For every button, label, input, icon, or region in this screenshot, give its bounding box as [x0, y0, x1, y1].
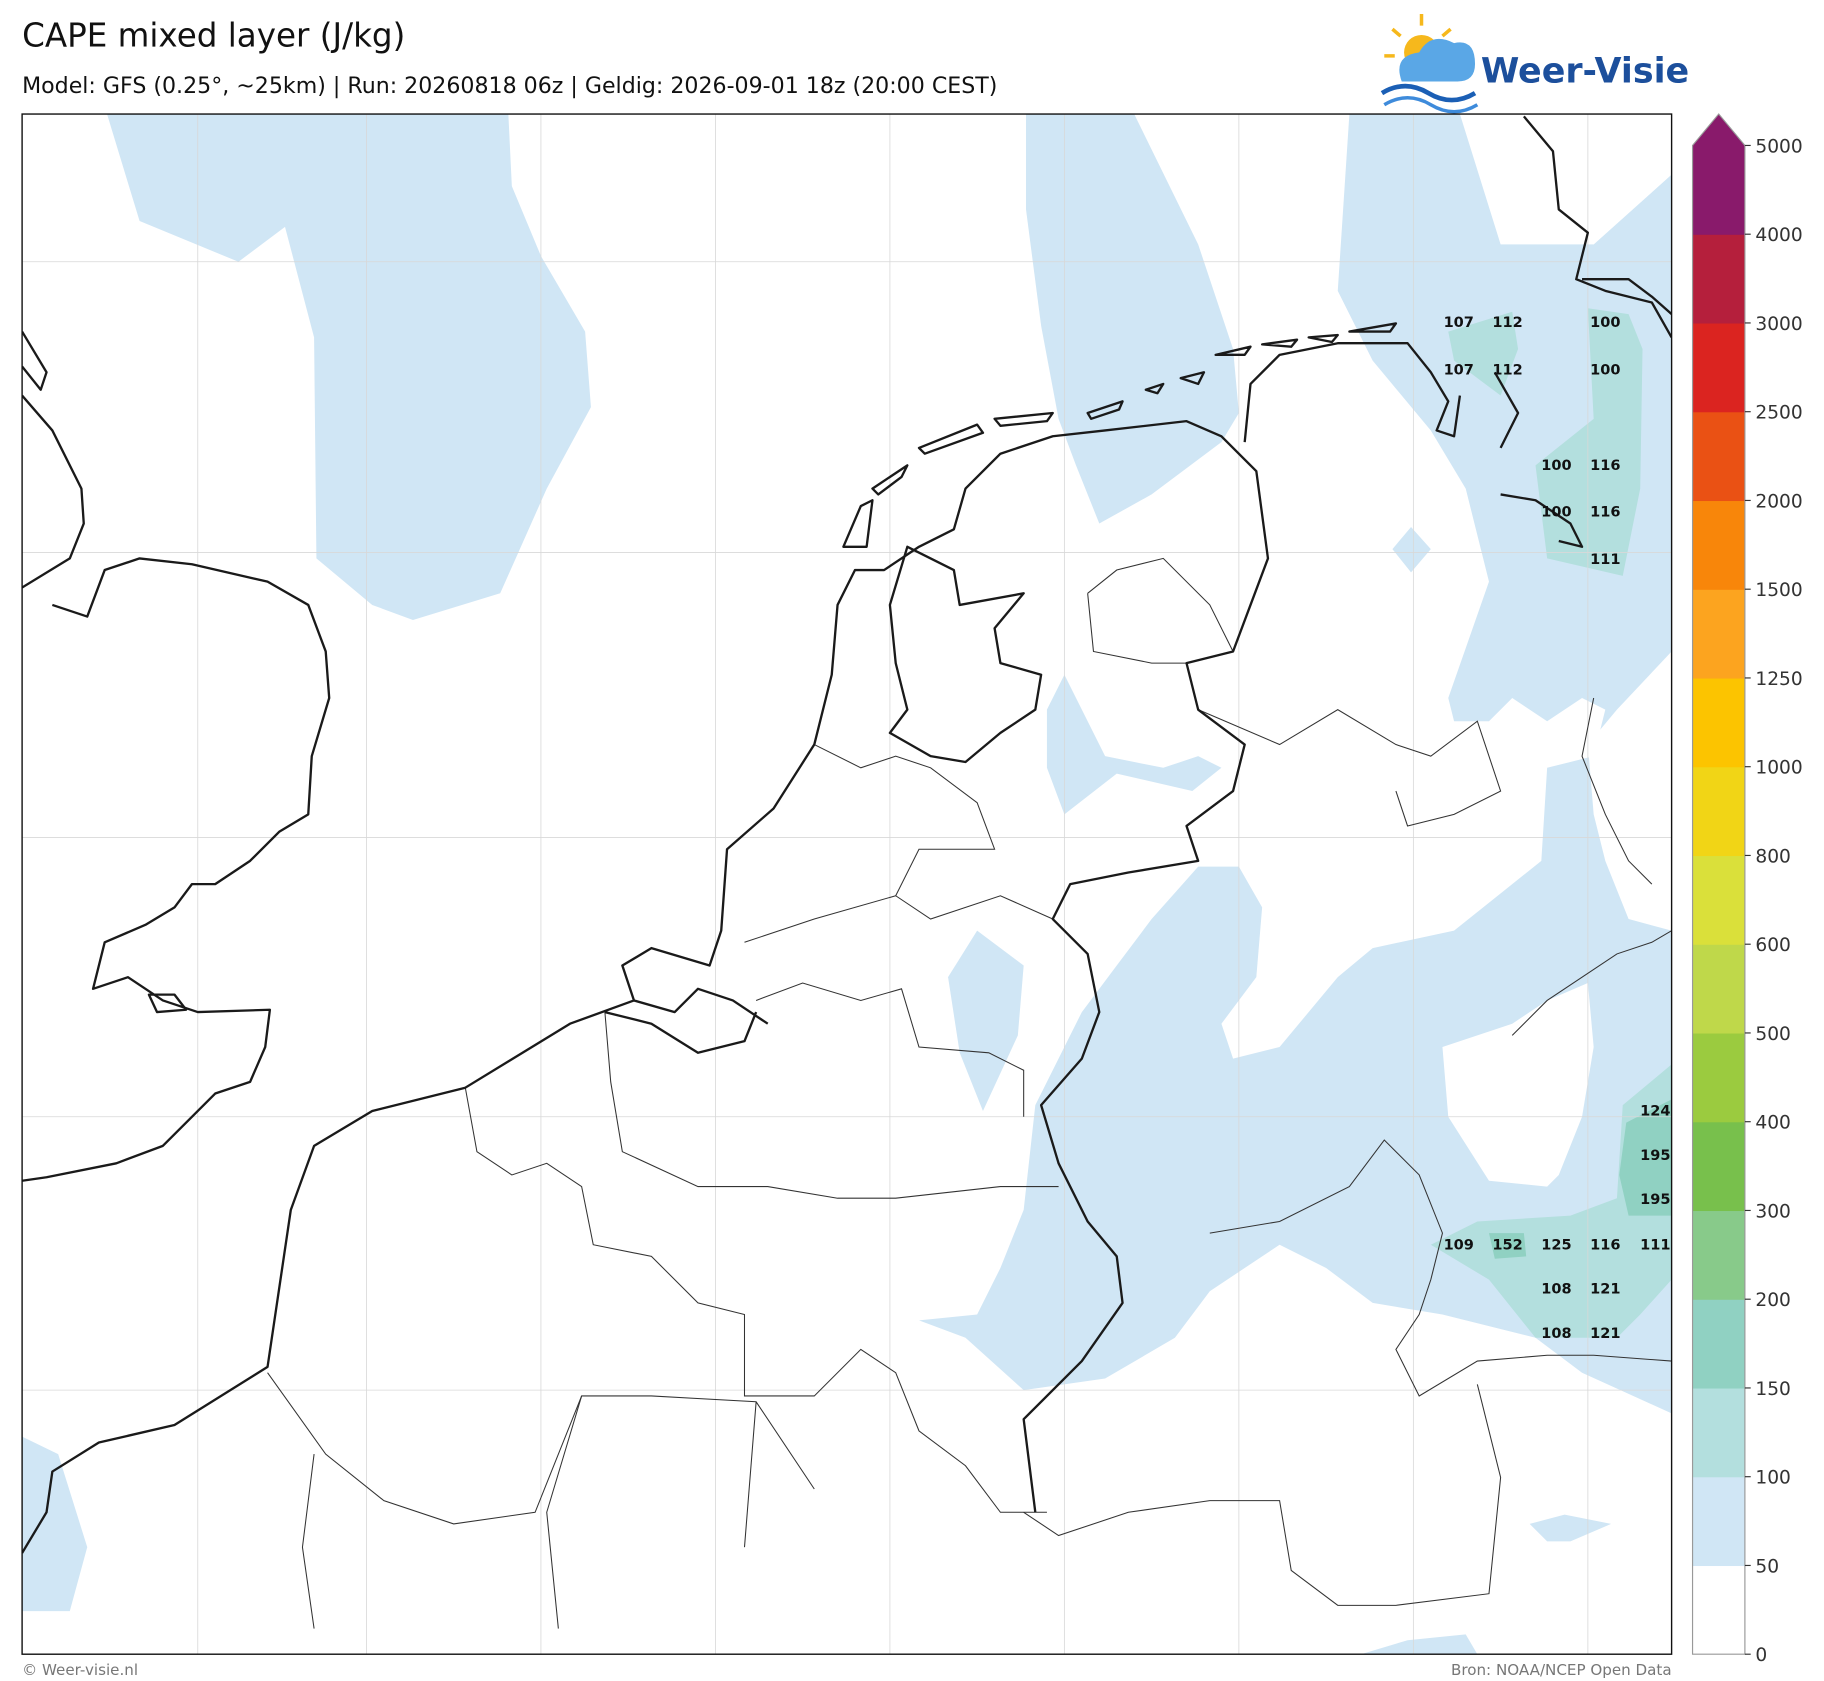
colorbar-band [1692, 322, 1745, 413]
value-label: 116 [1590, 505, 1620, 521]
cape-100-150 [1430, 308, 1672, 1338]
colorbar-tick-label: 800 [1755, 846, 1791, 867]
colorbar-band [1692, 944, 1745, 1034]
value-label: 125 [1541, 1237, 1571, 1253]
colorbar-tick-label: 100 [1755, 1468, 1791, 1489]
value-label: 111 [1590, 552, 1620, 568]
value-label: 100 [1541, 458, 1571, 474]
value-label: 121 [1590, 1326, 1620, 1342]
colorbar-band [1692, 500, 1745, 590]
colorbar-band [1692, 411, 1745, 502]
map-frame [21, 113, 1673, 1655]
colorbar-band [1692, 677, 1745, 768]
value-label: 100 [1590, 363, 1620, 379]
colorbar-band [1692, 1299, 1745, 1389]
value-label: 121 [1590, 1282, 1620, 1298]
footer-left: © Weer-visie.nl [22, 1661, 138, 1679]
value-label: 112 [1492, 363, 1522, 379]
colorbar-tick-label: 300 [1755, 1201, 1791, 1222]
map: 107 112 100 107 112 100 100 116 100 116 111 124 195 1… [22, 114, 1672, 1655]
value-label: 108 [1541, 1326, 1571, 1342]
value-label: 108 [1541, 1282, 1571, 1298]
subtitle: Model: GFS (0.25°, ~25km) | Run: 2026081… [22, 73, 997, 99]
colorbar-tick-label: 500 [1755, 1024, 1791, 1045]
colorbar-tick-label: 2500 [1755, 403, 1802, 424]
footer-right: Bron: NOAA/NCEP Open Data [1451, 1661, 1672, 1679]
colorbar-tick-label: 50 [1755, 1556, 1779, 1577]
value-label: 100 [1590, 315, 1620, 331]
colorbar-tick-label: 400 [1755, 1113, 1791, 1134]
coastlines [22, 115, 1672, 1554]
colorbar-tick-label: 1250 [1755, 669, 1802, 690]
value-label: 116 [1590, 458, 1620, 474]
colorbar-band [1692, 1121, 1745, 1212]
colorbar-tick-label: 200 [1755, 1290, 1791, 1311]
value-label: 195 [1640, 1192, 1670, 1208]
value-label: 116 [1590, 1237, 1620, 1253]
logo-text: Weer-Visie [1481, 52, 1689, 92]
colorbar-extend [1692, 114, 1745, 146]
value-label: 112 [1492, 315, 1522, 331]
colorbar-band [1692, 1387, 1745, 1478]
colorbar-band [1692, 589, 1745, 679]
colorbar-outline [1691, 113, 1746, 1655]
colorbar-tick-label: 4000 [1755, 225, 1802, 246]
colorbar-band [1692, 1210, 1745, 1300]
title: CAPE mixed layer (J/kg) [22, 17, 405, 55]
colorbar-tick-label: 3000 [1755, 314, 1802, 335]
colorbar-band [1692, 855, 1745, 945]
value-label: 107 [1444, 315, 1474, 331]
colorbar-band [1692, 1032, 1745, 1123]
colorbar-tick-label: 600 [1755, 935, 1791, 956]
cape-150-200 [1488, 1099, 1672, 1259]
value-label: 124 [1640, 1104, 1670, 1120]
value-label: 100 [1541, 505, 1571, 521]
colorbar-tick-label: 150 [1755, 1379, 1791, 1400]
value-label: 152 [1492, 1237, 1522, 1253]
value-label: 195 [1640, 1148, 1670, 1164]
value-label: 109 [1444, 1237, 1474, 1253]
colorbar-tick-label: 2000 [1755, 491, 1802, 512]
colorbar-tick-label: 1500 [1755, 580, 1802, 601]
colorbar-band [1692, 1476, 1745, 1567]
colorbar-band [1692, 1565, 1745, 1655]
colorbar-tick-label: 5000 [1755, 136, 1802, 157]
value-label: 107 [1444, 363, 1474, 379]
colorbar-band [1692, 234, 1745, 324]
colorbar-tick-label: 0 [1755, 1645, 1767, 1666]
logo: Weer-Visie [1380, 13, 1689, 114]
colorbar-tick-label: 1000 [1755, 758, 1802, 779]
borders [267, 557, 1672, 1629]
value-label: 111 [1640, 1237, 1670, 1253]
colorbar-band [1692, 145, 1745, 235]
colorbar-band [1692, 766, 1745, 857]
